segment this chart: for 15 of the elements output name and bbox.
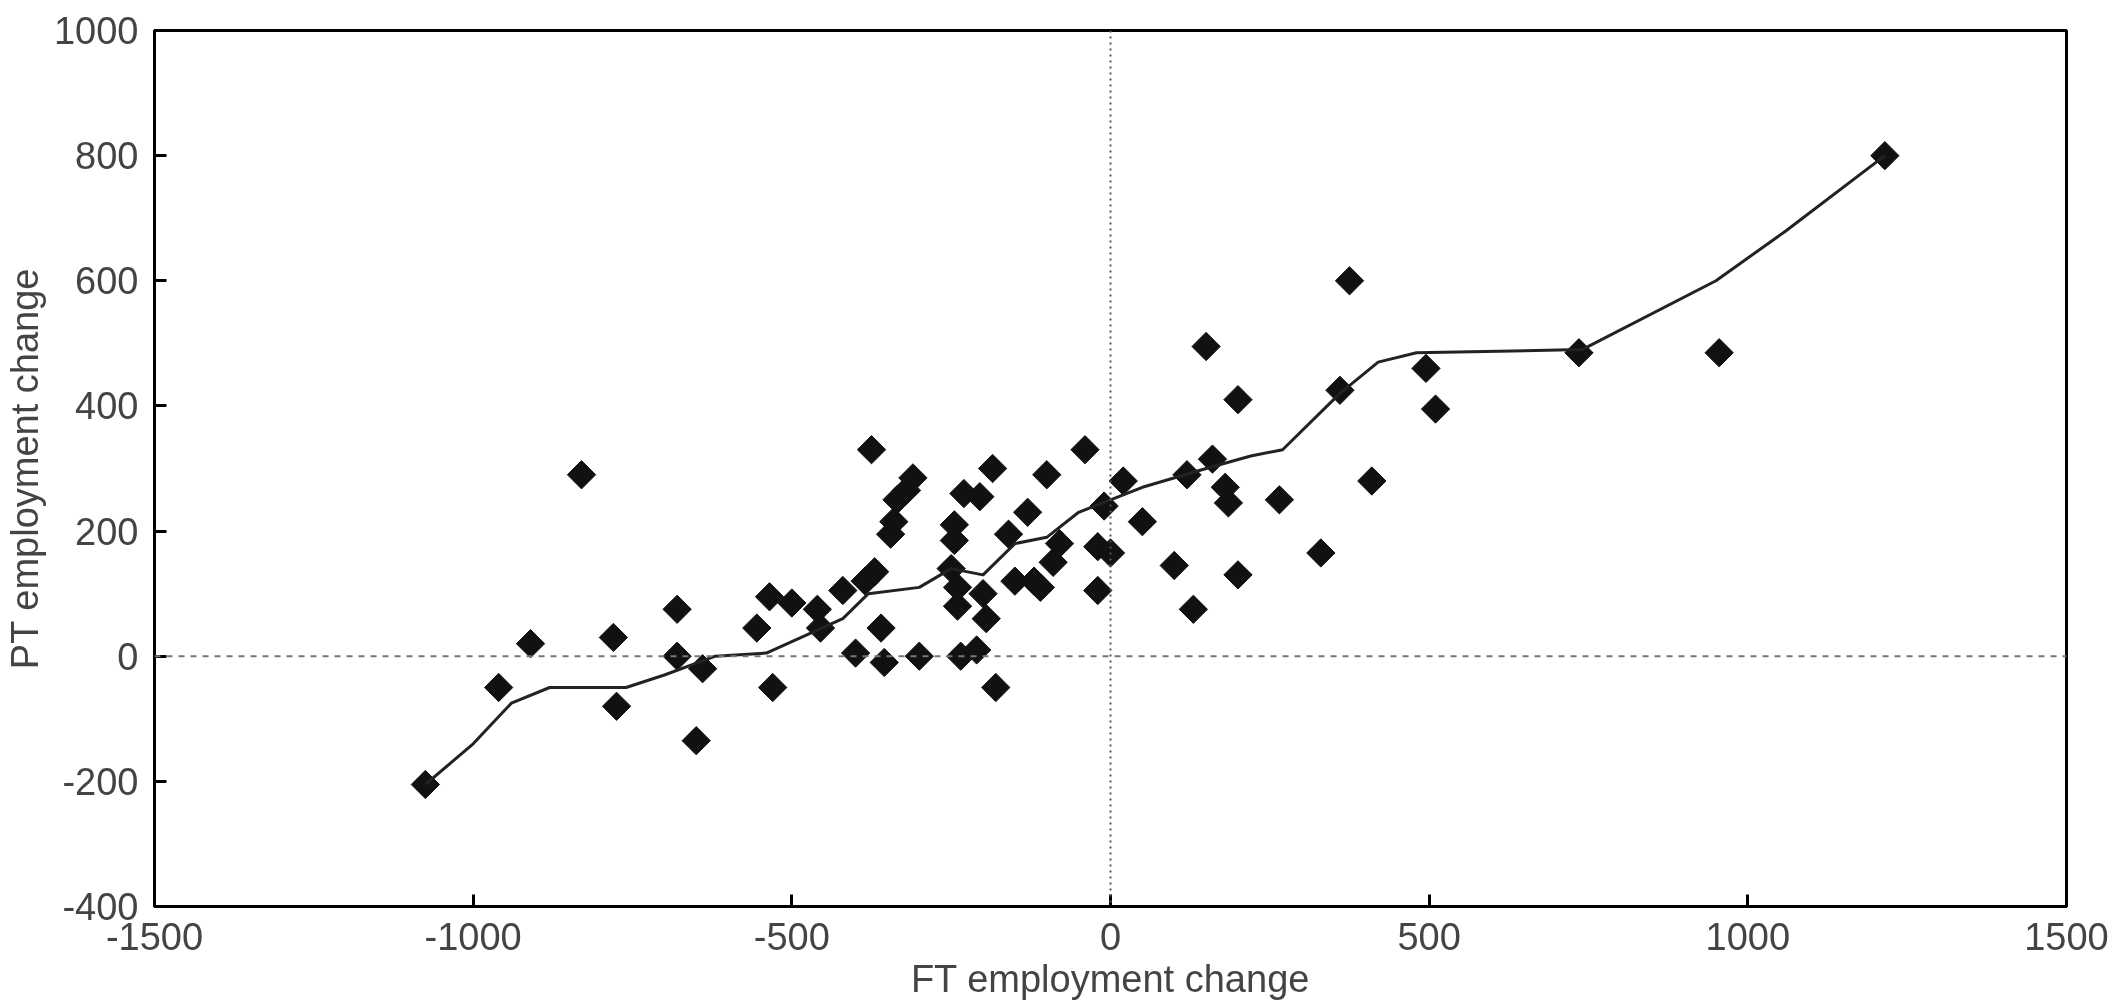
x-tick-label: 500	[1397, 915, 1461, 958]
y-tick-label: 200	[75, 510, 139, 553]
y-tick-label: 800	[75, 135, 139, 178]
x-tick-label: 1000	[1705, 915, 1791, 958]
y-axis-title: PT employment change	[3, 268, 46, 670]
x-tick-label: -500	[753, 915, 830, 958]
y-tick-label: 400	[75, 385, 139, 428]
x-tick-label: 0	[1099, 915, 1122, 958]
x-axis-title: FT employment change	[910, 957, 1310, 1000]
x-tick-label: -1000	[424, 915, 522, 958]
y-tick-label: 600	[75, 260, 139, 303]
y-tick-label: -200	[62, 760, 139, 803]
y-tick-label: 0	[117, 635, 139, 678]
y-tick-label: 1000	[53, 10, 139, 52]
x-tick-label: 1500	[2024, 915, 2109, 958]
